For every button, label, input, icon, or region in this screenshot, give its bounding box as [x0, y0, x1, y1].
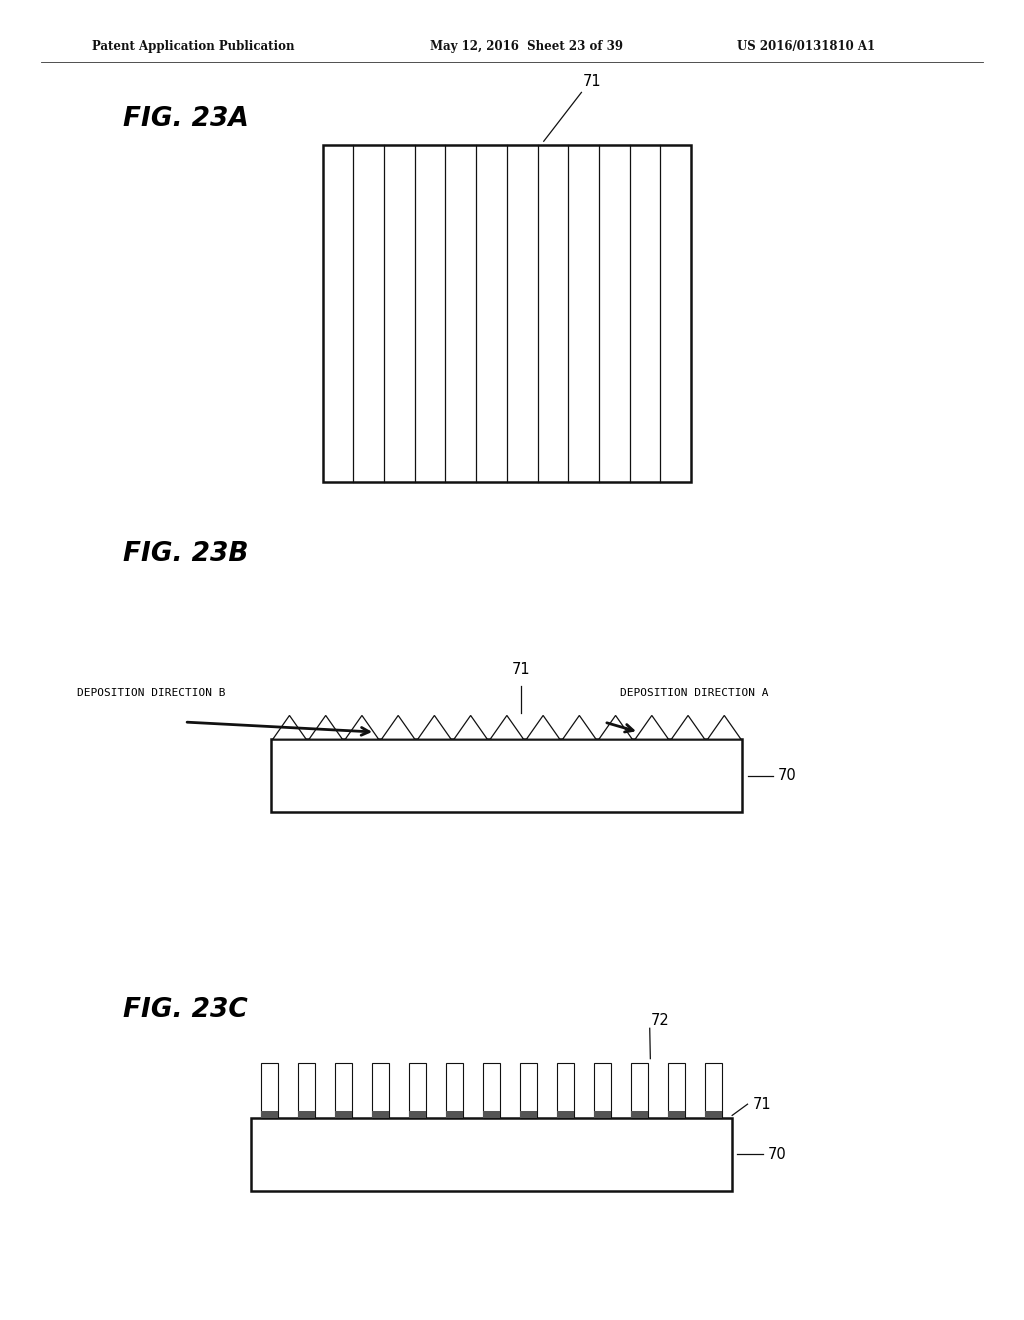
Text: 71: 71	[512, 661, 530, 677]
Bar	[298, 1063, 314, 1118]
Polygon shape	[526, 715, 560, 739]
Text: FIG. 23B: FIG. 23B	[123, 541, 249, 568]
Polygon shape	[345, 715, 379, 739]
Bar	[631, 1111, 648, 1118]
Polygon shape	[635, 715, 669, 739]
Bar	[335, 1111, 352, 1118]
Bar	[483, 1063, 500, 1118]
Bar	[594, 1063, 611, 1118]
Text: 70: 70	[778, 768, 797, 783]
Polygon shape	[562, 715, 596, 739]
Bar	[298, 1111, 314, 1118]
Text: 70: 70	[768, 1147, 786, 1162]
Text: May 12, 2016  Sheet 23 of 39: May 12, 2016 Sheet 23 of 39	[430, 40, 623, 53]
Text: DEPOSITION DIRECTION B: DEPOSITION DIRECTION B	[77, 688, 225, 698]
Polygon shape	[599, 715, 632, 739]
Bar	[706, 1063, 722, 1118]
Bar	[261, 1063, 278, 1118]
Bar	[335, 1063, 352, 1118]
Polygon shape	[382, 715, 415, 739]
Bar	[631, 1063, 648, 1118]
Polygon shape	[672, 715, 705, 739]
Bar	[323, 145, 691, 482]
Bar	[446, 1063, 463, 1118]
Bar	[410, 1111, 426, 1118]
Text: Patent Application Publication: Patent Application Publication	[92, 40, 295, 53]
Text: 72: 72	[650, 1012, 670, 1028]
Polygon shape	[309, 715, 342, 739]
Text: FIG. 23C: FIG. 23C	[123, 997, 248, 1023]
Polygon shape	[454, 715, 487, 739]
Text: FIG. 23A: FIG. 23A	[123, 106, 249, 132]
Polygon shape	[418, 715, 452, 739]
Bar	[372, 1111, 389, 1118]
Text: 71: 71	[583, 74, 601, 90]
Text: 71: 71	[753, 1097, 771, 1111]
Polygon shape	[272, 715, 306, 739]
Polygon shape	[708, 715, 741, 739]
Bar	[520, 1063, 537, 1118]
Bar	[557, 1063, 573, 1118]
Bar	[251, 1118, 732, 1191]
Bar	[706, 1111, 722, 1118]
Bar	[557, 1111, 573, 1118]
Bar	[410, 1063, 426, 1118]
Bar	[669, 1063, 685, 1118]
Bar	[446, 1111, 463, 1118]
Bar	[483, 1111, 500, 1118]
Bar	[372, 1063, 389, 1118]
Text: DEPOSITION DIRECTION A: DEPOSITION DIRECTION A	[620, 688, 768, 698]
Polygon shape	[490, 715, 523, 739]
Bar	[669, 1111, 685, 1118]
Bar	[271, 739, 742, 812]
Bar	[520, 1111, 537, 1118]
Bar	[261, 1111, 278, 1118]
Text: US 2016/0131810 A1: US 2016/0131810 A1	[737, 40, 876, 53]
Bar	[594, 1111, 611, 1118]
